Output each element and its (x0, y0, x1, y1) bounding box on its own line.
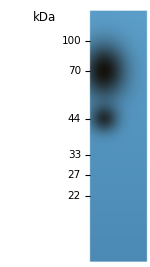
Text: 22: 22 (68, 191, 81, 201)
Text: 100: 100 (61, 36, 81, 46)
Text: 27: 27 (68, 170, 81, 180)
Text: 44: 44 (68, 114, 81, 124)
Text: kDa: kDa (33, 11, 57, 24)
Text: 33: 33 (68, 150, 81, 160)
Text: 70: 70 (68, 66, 81, 76)
